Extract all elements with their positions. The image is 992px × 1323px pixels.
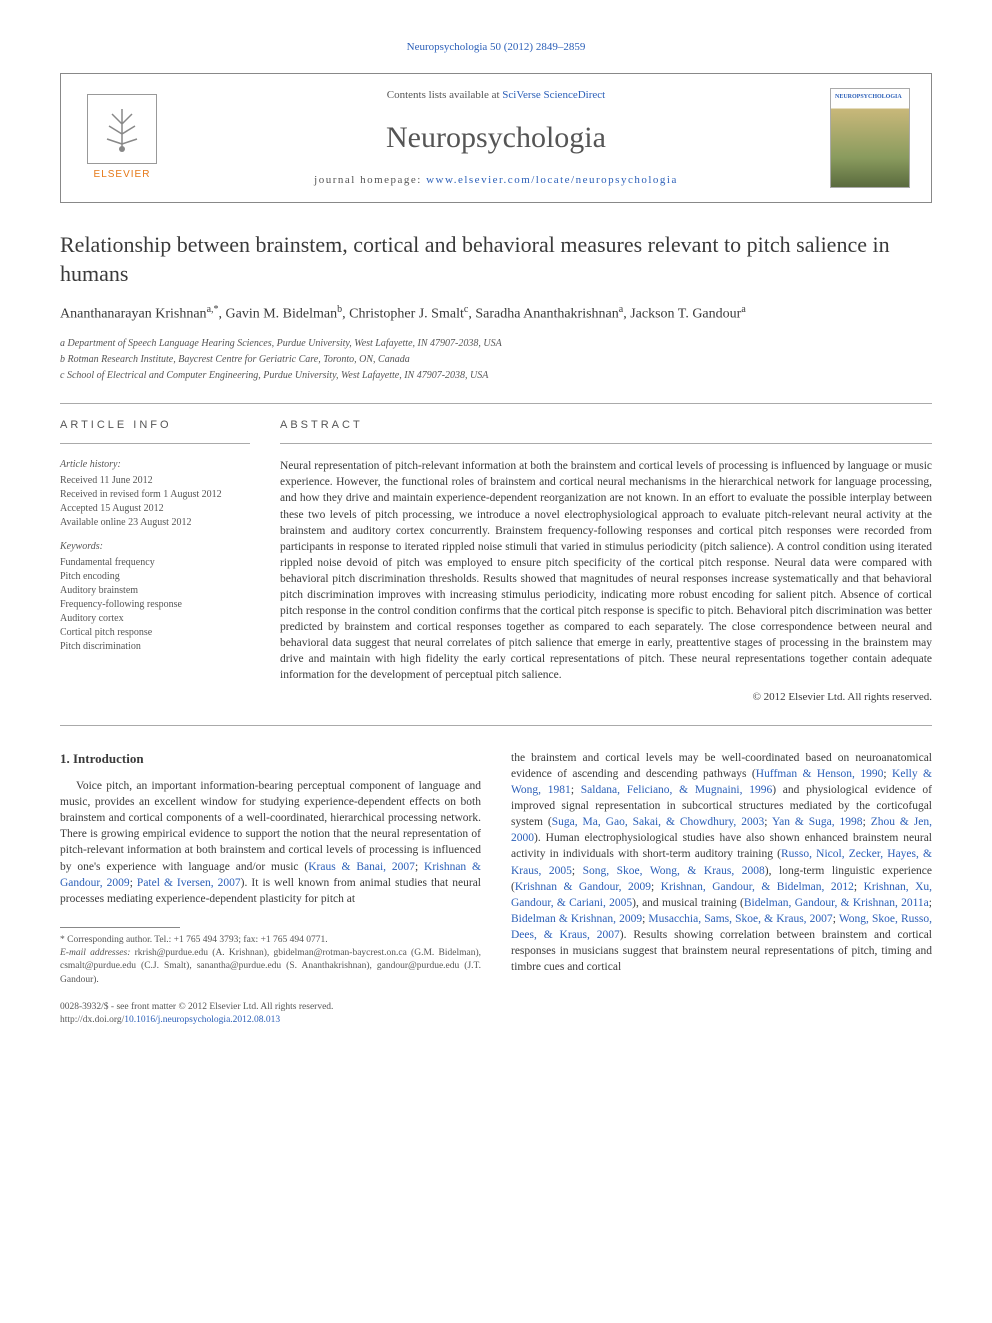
- citation-yan-suga[interactable]: Yan & Suga, 1998: [772, 816, 863, 828]
- affiliations: a Department of Speech Language Hearing …: [60, 336, 932, 383]
- abstract-column: ABSTRACT Neural representation of pitch-…: [280, 418, 932, 705]
- citation-song[interactable]: Song, Skoe, Wong, & Kraus, 2008: [583, 865, 765, 877]
- publisher-logo-area: ELSEVIER: [77, 94, 167, 182]
- history-revised: Received in revised form 1 August 2012: [60, 488, 250, 502]
- two-column-body: 1. Introduction Voice pitch, an importan…: [60, 750, 932, 1028]
- keyword-3: Auditory brainstem: [60, 584, 250, 598]
- intro-heading: 1. Introduction: [60, 750, 481, 768]
- citation-kraus-banai[interactable]: Kraus & Banai, 2007: [308, 861, 415, 873]
- journal-banner-box: ELSEVIER Contents lists available at Sci…: [60, 73, 932, 203]
- abstract-copyright: © 2012 Elsevier Ltd. All rights reserved…: [280, 690, 932, 705]
- intro-text-2m: ;: [929, 897, 932, 909]
- author-1: Ananthanarayan Krishnan: [60, 306, 207, 321]
- contents-listing: Contents lists available at SciVerse Sci…: [387, 88, 605, 103]
- intro-text-2f: ;: [863, 816, 871, 828]
- body-column-left: 1. Introduction Voice pitch, an importan…: [60, 750, 481, 1028]
- intro-text-2h: ;: [572, 865, 583, 877]
- body-column-right: the brainstem and cortical levels may be…: [511, 750, 932, 1028]
- doi-line: http://dx.doi.org/10.1016/j.neuropsychol…: [60, 1014, 481, 1027]
- author-5: , Jackson T. Gandour: [623, 306, 741, 321]
- publisher-name: ELSEVIER: [94, 168, 151, 182]
- homepage-prefix: journal homepage:: [314, 174, 426, 186]
- intro-text-2k: ;: [854, 881, 864, 893]
- affiliation-c: c School of Electrical and Computer Engi…: [60, 368, 932, 383]
- journal-title: Neuropsychologia: [386, 117, 606, 159]
- keyword-2: Pitch encoding: [60, 570, 250, 584]
- homepage-line: journal homepage: www.elsevier.com/locat…: [314, 173, 678, 188]
- history-online: Available online 23 August 2012: [60, 516, 250, 530]
- article-info-header: ARTICLE INFO: [60, 418, 250, 433]
- authors-list: Ananthanarayan Krishnana,*, Gavin M. Bid…: [60, 303, 932, 324]
- intro-paragraph-left: Voice pitch, an important information-be…: [60, 778, 481, 907]
- cover-title-text: NEUROPSYCHOLOGIA: [835, 93, 902, 101]
- intro-text-2l: ), and musical training (: [632, 897, 744, 909]
- citation-saldana[interactable]: Saldana, Feliciano, & Mugnaini, 1996: [581, 784, 772, 796]
- info-divider: [60, 443, 250, 444]
- footnote-divider: [60, 927, 180, 928]
- contents-prefix: Contents lists available at: [387, 89, 502, 101]
- intro-text-2e: ;: [764, 816, 772, 828]
- article-info-column: ARTICLE INFO Article history: Received 1…: [60, 418, 250, 705]
- intro-paragraph-right: the brainstem and cortical levels may be…: [511, 750, 932, 975]
- history-label: Article history:: [60, 458, 250, 472]
- doi-prefix: http://dx.doi.org/: [60, 1015, 124, 1025]
- keyword-1: Fundamental frequency: [60, 556, 250, 570]
- section-divider: [60, 403, 932, 404]
- citation-suga[interactable]: Suga, Ma, Gao, Sakai, & Chowdhury, 2003: [552, 816, 765, 828]
- history-received: Received 11 June 2012: [60, 474, 250, 488]
- keyword-4: Frequency-following response: [60, 598, 250, 612]
- intro-text-1a: Voice pitch, an important information-be…: [60, 780, 481, 872]
- author-5-aff: a: [741, 304, 745, 315]
- journal-cover-thumbnail: NEUROPSYCHOLOGIA: [830, 88, 910, 188]
- citation-krishnan-gandour-bidelman[interactable]: Krishnan, Gandour, & Bidelman, 2012: [661, 881, 854, 893]
- journal-cover-area: NEUROPSYCHOLOGIA: [825, 88, 915, 188]
- citation-huffman-henson[interactable]: Huffman & Henson, 1990: [756, 768, 884, 780]
- citation-patel-iversen[interactable]: Patel & Iversen, 2007: [137, 877, 241, 889]
- abstract-text: Neural representation of pitch-relevant …: [280, 458, 932, 683]
- citation-bidelman-krishnan[interactable]: Bidelman & Krishnan, 2009: [511, 913, 642, 925]
- intro-text-2c: ;: [571, 784, 581, 796]
- author-1-aff: a,: [207, 304, 214, 315]
- citation-bidelman-gandour[interactable]: Bidelman, Gandour, & Krishnan, 2011a: [744, 897, 929, 909]
- keywords-label: Keywords:: [60, 540, 250, 554]
- journal-reference-header: Neuropsychologia 50 (2012) 2849–2859: [60, 40, 932, 55]
- affiliation-b: b Rotman Research Institute, Baycrest Ce…: [60, 352, 932, 367]
- email-footnote: E-mail addresses: rkrish@purdue.edu (A. …: [60, 947, 481, 987]
- intro-text-1b: ;: [415, 861, 424, 873]
- article-title: Relationship between brainstem, cortical…: [60, 231, 932, 288]
- citation-musacchia[interactable]: Musacchia, Sams, Skoe, & Kraus, 2007: [648, 913, 832, 925]
- affiliation-a: a Department of Speech Language Hearing …: [60, 336, 932, 351]
- keyword-7: Pitch discrimination: [60, 640, 250, 654]
- intro-text-2j: ;: [651, 881, 661, 893]
- citation-krishnan-gandour-2[interactable]: Krishnan & Gandour, 2009: [515, 881, 651, 893]
- sciencedirect-link[interactable]: SciVerse ScienceDirect: [502, 89, 605, 101]
- author-3: , Christopher J. Smalt: [342, 306, 464, 321]
- abstract-header: ABSTRACT: [280, 418, 932, 433]
- elsevier-tree-icon: [87, 94, 157, 164]
- issn-copyright-line: 0028-3932/$ - see front matter © 2012 El…: [60, 1001, 481, 1014]
- keyword-5: Auditory cortex: [60, 612, 250, 626]
- abstract-divider: [280, 443, 932, 444]
- keyword-6: Cortical pitch response: [60, 626, 250, 640]
- main-divider: [60, 725, 932, 726]
- email-label: E-mail addresses:: [60, 948, 135, 958]
- doi-link[interactable]: 10.1016/j.neuropsychologia.2012.08.013: [124, 1015, 280, 1025]
- history-accepted: Accepted 15 August 2012: [60, 502, 250, 516]
- introduction-section: 1. Introduction Voice pitch, an importan…: [60, 750, 932, 1028]
- author-2: , Gavin M. Bidelman: [219, 306, 338, 321]
- intro-text-1c: ;: [130, 877, 137, 889]
- intro-text-2b: ;: [883, 768, 892, 780]
- meta-abstract-section: ARTICLE INFO Article history: Received 1…: [60, 418, 932, 705]
- banner-center: Contents lists available at SciVerse Sci…: [167, 88, 825, 189]
- homepage-link[interactable]: www.elsevier.com/locate/neuropsychologia: [426, 174, 678, 186]
- author-4: , Saradha Ananthakrishnan: [468, 306, 618, 321]
- corresponding-author-footnote: * Corresponding author. Tel.: +1 765 494…: [60, 934, 481, 947]
